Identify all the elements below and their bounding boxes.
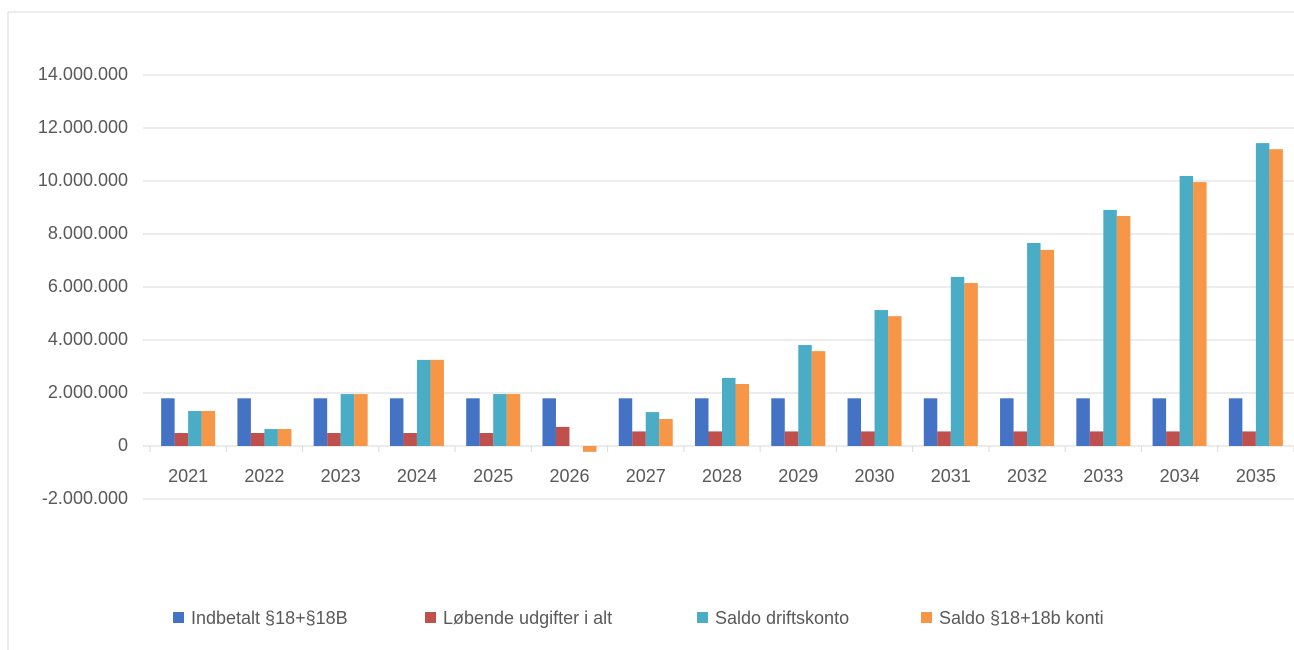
- bar: [1013, 431, 1028, 446]
- bar: [1089, 431, 1104, 446]
- legend-label: Løbende udgifter i alt: [443, 608, 612, 628]
- bar: [1228, 398, 1243, 446]
- bar: [277, 429, 292, 446]
- bar: [1116, 215, 1131, 446]
- legend-label: Saldo driftskonto: [715, 608, 849, 628]
- legend-swatch: [697, 612, 708, 623]
- legend-swatch: [173, 612, 184, 623]
- bar: [416, 359, 431, 446]
- x-tick-label: 2028: [702, 466, 742, 486]
- y-tick-label: 6.000.000: [48, 276, 128, 296]
- bar: [618, 398, 633, 446]
- bar: [1269, 149, 1283, 446]
- bar: [847, 398, 862, 446]
- bar: [354, 394, 368, 446]
- bar: [874, 310, 889, 446]
- x-tick-label: 2033: [1083, 466, 1123, 486]
- bar: [389, 398, 404, 446]
- x-tick-label: 2034: [1160, 466, 1200, 486]
- bar: [174, 433, 189, 446]
- bar: [250, 433, 265, 446]
- y-tick-label: 2.000.000: [48, 382, 128, 402]
- bar: [493, 394, 507, 446]
- bar: [506, 394, 521, 446]
- bar: [888, 316, 902, 446]
- bar: [937, 431, 951, 446]
- bar: [1255, 143, 1270, 447]
- bar: [1193, 182, 1207, 446]
- x-tick-label: 2031: [931, 466, 971, 486]
- x-tick-label: 2032: [1007, 466, 1047, 486]
- legend-label: Saldo §18+18b konti: [939, 608, 1104, 628]
- bar: [479, 433, 494, 446]
- y-tick-label: 10.000.000: [38, 170, 128, 190]
- bar: [1000, 398, 1014, 446]
- bar: [188, 411, 202, 446]
- legend-swatch: [921, 612, 932, 623]
- bar: [161, 398, 175, 446]
- bar: [264, 429, 278, 446]
- x-tick-label: 2026: [549, 466, 589, 486]
- bar: [722, 377, 736, 446]
- x-tick-label: 2023: [321, 466, 361, 486]
- x-tick-label: 2029: [778, 466, 818, 486]
- bar: [923, 398, 938, 446]
- y-tick-label: 4.000.000: [48, 329, 128, 349]
- y-tick-label: 12.000.000: [38, 117, 128, 137]
- bar: [950, 276, 965, 446]
- bar: [1027, 243, 1041, 446]
- bar: [1179, 175, 1194, 446]
- bar: [313, 398, 328, 446]
- bar: [327, 433, 341, 446]
- bar: [735, 383, 749, 446]
- x-tick-label: 2035: [1236, 466, 1276, 486]
- bar: [964, 283, 978, 446]
- x-tick-label: 2022: [244, 466, 284, 486]
- bar: [695, 398, 709, 446]
- bar: [237, 398, 251, 446]
- x-tick-label: 2021: [168, 466, 208, 486]
- y-tick-label: -2.000.000: [42, 488, 128, 508]
- bar: [811, 351, 826, 446]
- bar: [1152, 398, 1167, 446]
- bar: [632, 431, 646, 446]
- bar: [1103, 209, 1117, 446]
- bar: [1242, 431, 1256, 446]
- legend-swatch: [425, 612, 436, 623]
- x-tick-label: 2024: [397, 466, 437, 486]
- y-tick-label: 8.000.000: [48, 223, 128, 243]
- bar: [582, 446, 597, 452]
- legend-label: Indbetalt §18+§18B: [191, 608, 348, 628]
- bar: [466, 398, 480, 446]
- x-tick-label: 2025: [473, 466, 513, 486]
- bar: [708, 431, 722, 446]
- bar: [201, 411, 216, 446]
- bar: [430, 359, 444, 446]
- x-tick-label: 2027: [626, 466, 666, 486]
- y-tick-label: 0: [118, 435, 128, 455]
- bar: [1076, 398, 1090, 446]
- bar: [798, 345, 812, 446]
- bar: [784, 431, 799, 446]
- y-tick-label: 14.000.000: [38, 64, 128, 84]
- bar: [645, 412, 660, 446]
- bar: [1040, 249, 1055, 446]
- bar: [542, 398, 556, 446]
- bar: [659, 418, 673, 446]
- bar: [1166, 431, 1180, 446]
- bar: [340, 394, 355, 446]
- x-tick-label: 2030: [855, 466, 895, 486]
- bar: [771, 398, 785, 446]
- bar: [861, 431, 875, 446]
- bar: [555, 426, 570, 446]
- bar: [403, 433, 417, 446]
